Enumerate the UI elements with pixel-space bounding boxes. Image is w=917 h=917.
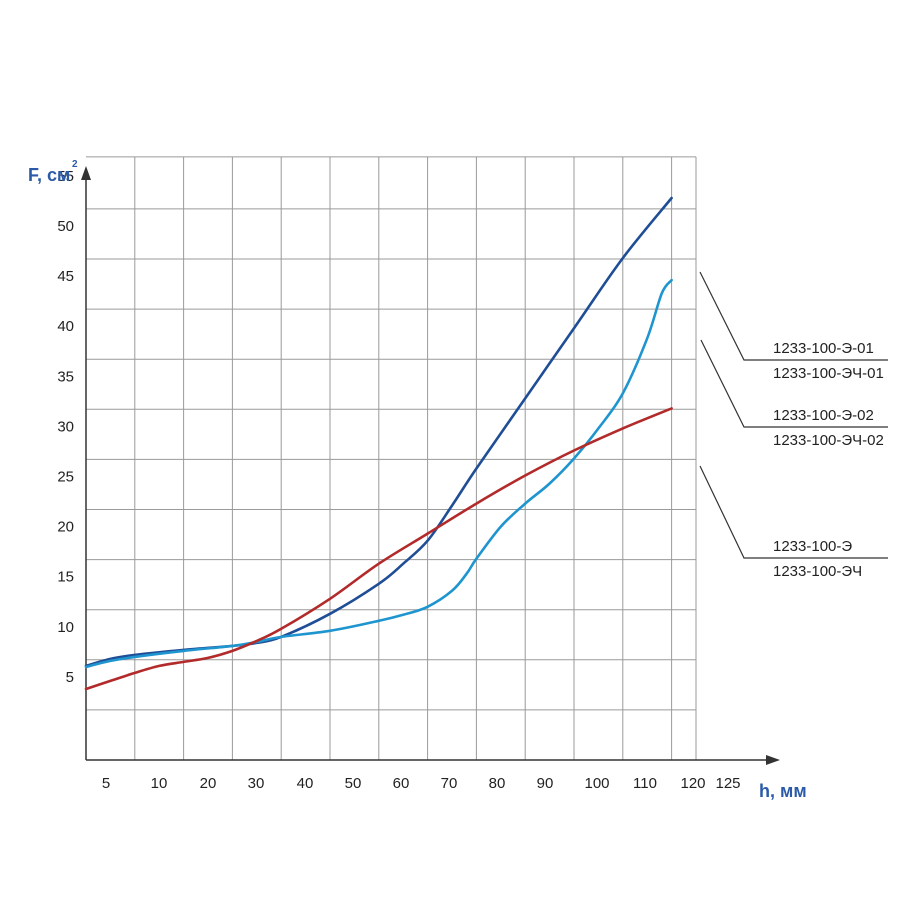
x-tick-label: 30 xyxy=(248,775,265,792)
x-tick-label: 50 xyxy=(345,775,362,792)
x-tick-label: 70 xyxy=(441,775,458,792)
x-tick-label: 110 xyxy=(633,775,657,792)
legend-label: 1233-100-ЭЧ-01 xyxy=(773,365,884,382)
axes xyxy=(81,166,780,765)
x-tick-label: 40 xyxy=(297,775,314,792)
legend-leader-1 xyxy=(699,271,888,361)
y-tick-label: 25 xyxy=(57,469,74,486)
x-tick-label: 100 xyxy=(584,775,609,792)
x-tick-labels: 5 10 20 30 40 50 60 70 80 90 100 110 120 125 xyxy=(102,775,741,792)
legend-label: 1233-100-ЭЧ-02 xyxy=(773,432,884,449)
legend-label: 1233-100-ЭЧ xyxy=(773,563,862,580)
y-tick-label: 35 xyxy=(57,368,74,385)
x-tick-label: 80 xyxy=(489,775,506,792)
x-tick-label: 20 xyxy=(200,775,217,792)
y-tick-label: 20 xyxy=(57,519,74,536)
legend-leader-3 xyxy=(699,465,888,559)
series-lines xyxy=(84,196,673,691)
y-axis-title-superscript: 2 xyxy=(72,159,78,170)
y-axis-arrow xyxy=(81,166,91,180)
x-tick-label: 120 xyxy=(680,775,705,792)
legend-label: 1233-100-Э xyxy=(773,538,852,555)
y-tick-label: 5 xyxy=(66,669,74,686)
series-line-3 xyxy=(84,407,673,691)
legend-label: 1233-100-Э-02 xyxy=(773,407,874,424)
y-tick-label: 15 xyxy=(57,569,74,586)
y-axis-title: F, см xyxy=(28,165,70,185)
series-line-2 xyxy=(84,278,673,669)
legend-leader-2 xyxy=(700,339,888,428)
y-tick-label: 40 xyxy=(57,318,74,335)
y-tick-label: 50 xyxy=(57,218,74,235)
y-tick-labels: 5 10 15 20 25 30 35 40 45 50 55 xyxy=(57,168,74,686)
grid xyxy=(86,156,697,760)
x-tick-label: 90 xyxy=(537,775,554,792)
legend-leaders xyxy=(699,271,888,559)
y-tick-label: 55 xyxy=(57,168,74,185)
y-tick-label: 45 xyxy=(57,268,74,285)
x-axis-title: h, мм xyxy=(759,781,807,801)
legend-label: 1233-100-Э-01 xyxy=(773,340,874,357)
legend: 1233-100-Э-01 1233-100-ЭЧ-01 1233-100-Э-02… xyxy=(773,340,884,580)
x-tick-label: 5 xyxy=(102,775,110,792)
y-tick-label: 10 xyxy=(57,619,74,636)
x-tick-label: 10 xyxy=(151,775,168,792)
x-axis-arrow xyxy=(766,755,780,765)
x-tick-label: 60 xyxy=(393,775,410,792)
x-tick-label: 125 xyxy=(715,775,740,792)
y-tick-label: 30 xyxy=(57,418,74,435)
